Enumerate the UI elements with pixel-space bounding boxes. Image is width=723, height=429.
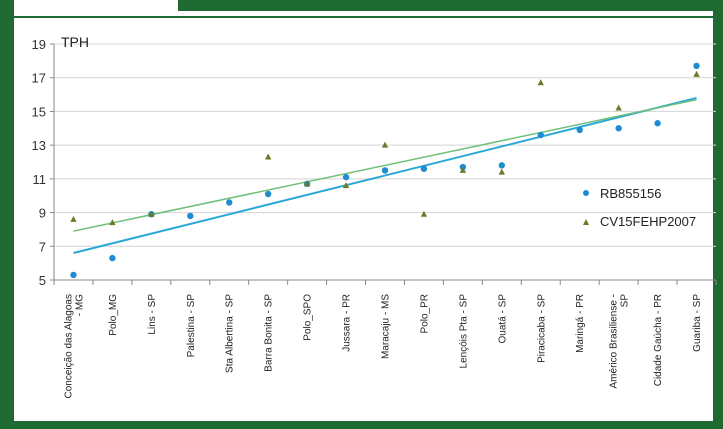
- point-cv15fehp2007: [303, 180, 311, 187]
- point-rb855156: [109, 254, 116, 262]
- x-category-label: Polo_SPO: [303, 294, 314, 341]
- point-cv15fehp2007: [459, 166, 467, 173]
- x-category-labels: Conceição das Alagoas- MG Polo_MG Lins - S…: [63, 294, 703, 399]
- y-tick-label: 17: [32, 71, 46, 86]
- legend-marker-cv15fehp2007: [583, 219, 589, 225]
- point-cv15fehp2007: [148, 210, 155, 217]
- point-cv15fehp2007: [70, 215, 77, 222]
- trend-line-cv15fehp2007: [73, 98, 697, 232]
- point-cv15fehp2007: [381, 141, 389, 148]
- x-category-label: Conceição das Alagoas- MG: [63, 294, 85, 399]
- point-cv15fehp2007: [498, 168, 506, 175]
- x-category-label: Lins - SP: [147, 294, 158, 335]
- point-rb855156: [342, 173, 350, 181]
- legend: RB855156 CV15FEHP2007: [583, 186, 696, 229]
- point-rb855156: [264, 190, 272, 198]
- data-points: [70, 62, 700, 279]
- y-tick-labels: 5 7 9 11 13 15 17 19: [32, 37, 54, 288]
- y-tick-label: 19: [32, 37, 46, 52]
- x-category-label: Ouatá - SP: [497, 294, 508, 344]
- y-tick-label: 5: [39, 273, 46, 288]
- x-category-label: Barra Bonita - SP: [264, 294, 275, 372]
- x-category-label: Palestina - SP: [186, 294, 197, 358]
- x-category-label: Polo_MG: [108, 294, 119, 336]
- y-tick-label: 9: [39, 206, 46, 221]
- x-category-label: Sta Albertina - SP: [225, 294, 236, 373]
- point-rb855156: [498, 162, 506, 169]
- x-category-label: Jussara - PR: [342, 294, 353, 352]
- x-category-label: Guariba - SP: [692, 294, 703, 352]
- point-cv15fehp2007: [342, 182, 350, 189]
- point-rb855156: [187, 212, 194, 220]
- point-cv15fehp2007: [615, 104, 622, 111]
- y-axis-label: TPH: [61, 34, 89, 50]
- point-rb855156: [70, 271, 77, 279]
- legend-marker-rb855156: [583, 190, 589, 196]
- x-category-label: Américo Brasiliense -SP: [609, 294, 631, 389]
- point-rb855156: [654, 120, 661, 127]
- point-rb855156: [226, 199, 233, 206]
- y-tick-label: 15: [32, 104, 46, 119]
- legend-label-rb855156: RB855156: [600, 186, 661, 201]
- x-category-label: Maracaju - MS: [381, 294, 392, 359]
- point-rb855156: [576, 126, 583, 134]
- x-category-label: Cidade Gaúcha - PR: [653, 294, 664, 386]
- point-rb855156: [537, 131, 544, 139]
- point-cv15fehp2007: [264, 153, 272, 160]
- legend-label-cv15fehp2007: CV15FEHP2007: [600, 214, 696, 229]
- point-rb855156: [420, 165, 428, 172]
- x-tick-marks: [53, 280, 717, 285]
- point-rb855156: [693, 62, 700, 70]
- trend-line-rb855156: [73, 96, 697, 254]
- point-cv15fehp2007: [109, 219, 116, 226]
- y-tick-label: 7: [39, 239, 46, 254]
- point-cv15fehp2007: [537, 79, 544, 86]
- y-tick-label: 13: [32, 138, 46, 153]
- x-category-label: Polo_PR: [419, 294, 430, 333]
- point-cv15fehp2007: [693, 70, 700, 77]
- top-divider-line: [0, 16, 723, 18]
- x-category-label: Lençóis Pta - SP: [458, 294, 469, 369]
- top-accent-bar: [178, 0, 723, 11]
- trend-lines: [73, 96, 697, 254]
- point-cv15fehp2007: [420, 210, 428, 217]
- point-rb855156: [615, 125, 622, 132]
- y-tick-label: 11: [33, 172, 47, 187]
- x-category-label: Maringá - PR: [575, 294, 586, 353]
- x-category-label: Piracicaba - SP: [536, 294, 547, 363]
- point-rb855156: [381, 167, 389, 174]
